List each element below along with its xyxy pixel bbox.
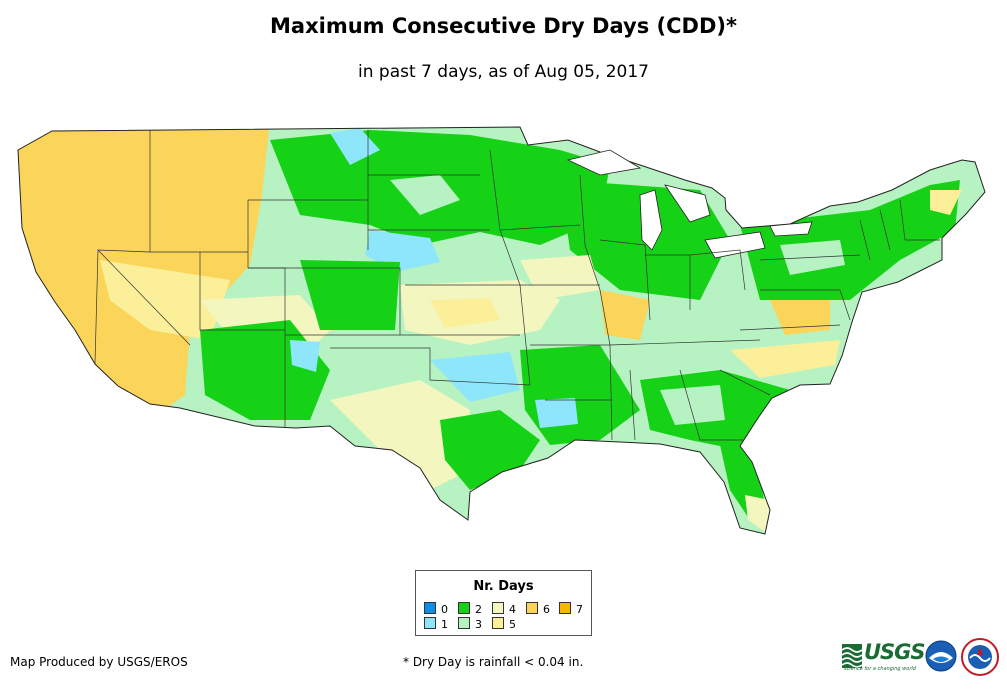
map-subtitle: in past 7 days, as of Aug 05, 2017	[358, 62, 649, 82]
legend: Nr. Days 0 1 2 3 4 5 6 7	[415, 570, 592, 636]
legend-label-4: 4	[509, 603, 516, 616]
legend-label-2: 2	[475, 603, 482, 616]
legend-item-6: 6	[526, 602, 550, 616]
legend-item-5: 5	[492, 617, 516, 631]
great-lakes	[566, 149, 813, 259]
noaa-logo	[925, 640, 957, 672]
legend-label-6: 6	[543, 603, 550, 616]
legend-swatch-1	[424, 617, 436, 629]
legend-label-5: 5	[509, 618, 516, 631]
map-title: Maximum Consecutive Dry Days (CDD)*	[270, 14, 737, 38]
legend-label-3: 3	[475, 618, 482, 631]
legend-swatch-0	[424, 602, 436, 614]
legend-item-2: 2	[458, 602, 482, 616]
national-weather-service-logo	[961, 638, 999, 676]
legend-swatch-6	[526, 602, 538, 614]
legend-item-1: 1	[424, 617, 448, 631]
legend-label-0: 0	[441, 603, 448, 616]
legend-title: Nr. Days	[473, 579, 534, 594]
dry-day-footnote: * Dry Day is rainfall < 0.04 in.	[403, 655, 584, 669]
legend-swatch-4	[492, 602, 504, 614]
legend-item-4: 4	[492, 602, 516, 616]
usgs-wave-icon	[842, 644, 862, 668]
legend-item-7: 7	[559, 602, 583, 616]
legend-swatch-2	[458, 602, 470, 614]
state-boundaries	[94, 130, 940, 441]
legend-item-0: 0	[424, 602, 448, 616]
legend-label-1: 1	[441, 618, 448, 631]
legend-item-3: 3	[458, 617, 482, 631]
usgs-logo: USGS science for a changing world	[842, 640, 926, 674]
usgs-tagline: science for a changing world	[844, 666, 916, 672]
usgs-wordmark: USGS	[864, 640, 926, 664]
map-credit: Map Produced by USGS/EROS	[10, 655, 188, 669]
legend-swatch-3	[458, 617, 470, 629]
us-dry-days-map	[17, 126, 986, 535]
legend-swatch-7	[559, 602, 571, 614]
us-outline	[17, 126, 986, 535]
legend-label-7: 7	[576, 603, 583, 616]
legend-swatch-5	[492, 617, 504, 629]
